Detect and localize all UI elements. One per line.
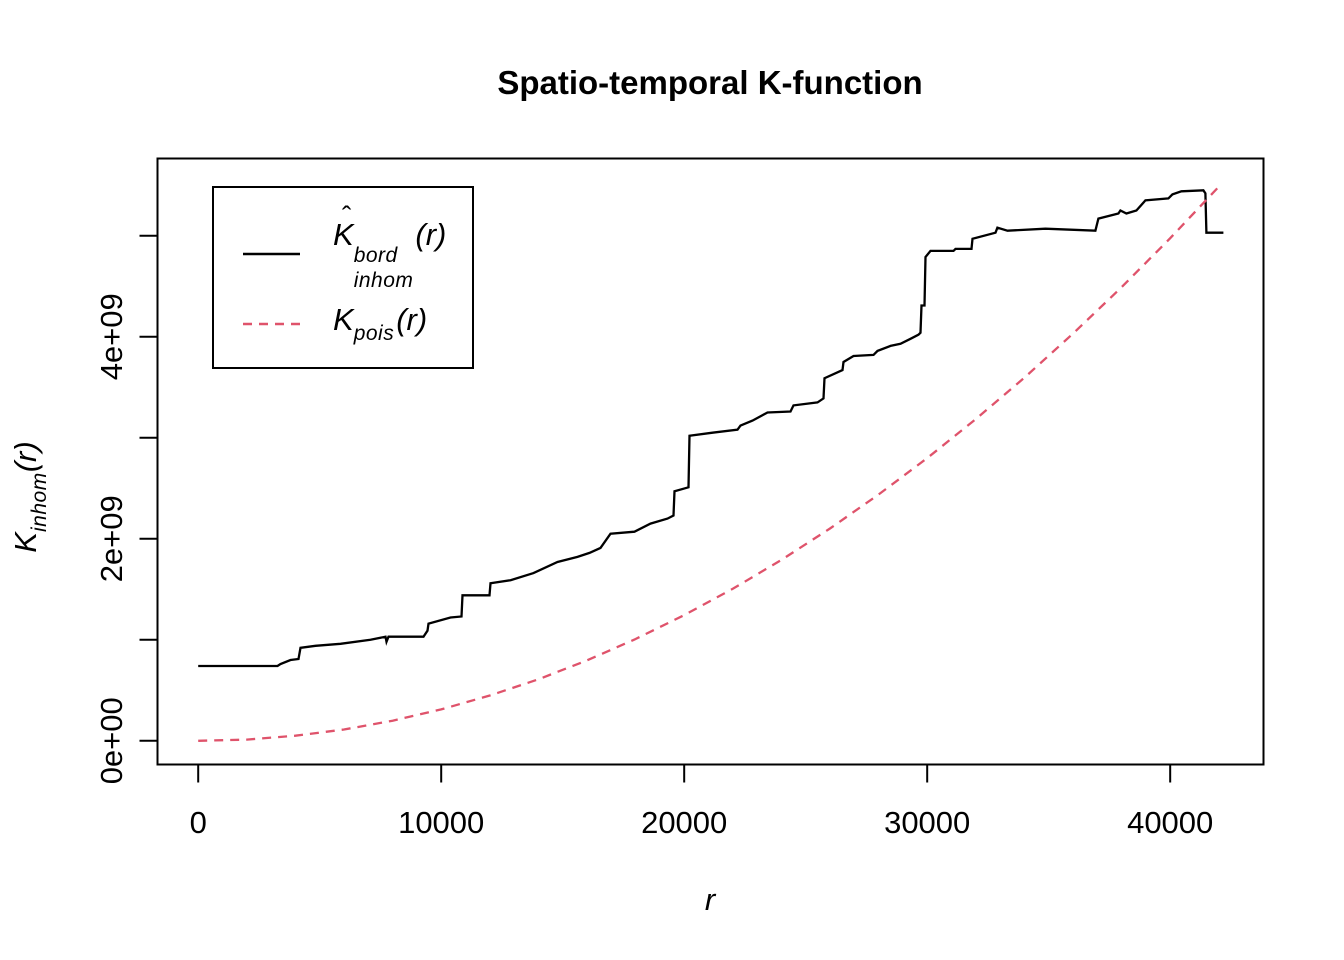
legend-item-kpois: Kpois(r) [243, 294, 427, 354]
legend-line-solid [243, 252, 300, 256]
series-kinhom [198, 189, 1224, 668]
x-tick-label: 40000 [1127, 805, 1213, 840]
y-tick-label: 2e+09 [94, 495, 129, 582]
series-kpois [198, 183, 1223, 742]
x-axis-label: r [704, 882, 716, 917]
plot-box [156, 157, 1265, 766]
y-tick-label: 0e+00 [94, 697, 129, 784]
x-tick-label: 30000 [884, 805, 970, 840]
legend-line-dashed [243, 322, 300, 326]
y-tick-label: 4e+09 [94, 293, 129, 380]
y-axis-label: Kinhom(r) [8, 441, 51, 553]
chart-title: Spatio-temporal K-function [497, 64, 923, 101]
hat-accent: ˆ [342, 201, 352, 232]
x-tick-label: 0 [190, 805, 207, 840]
x-tick-label: 20000 [641, 805, 727, 840]
x-tick-label: 10000 [398, 805, 484, 840]
legend-label-kpois: Kpois(r) [333, 302, 428, 345]
